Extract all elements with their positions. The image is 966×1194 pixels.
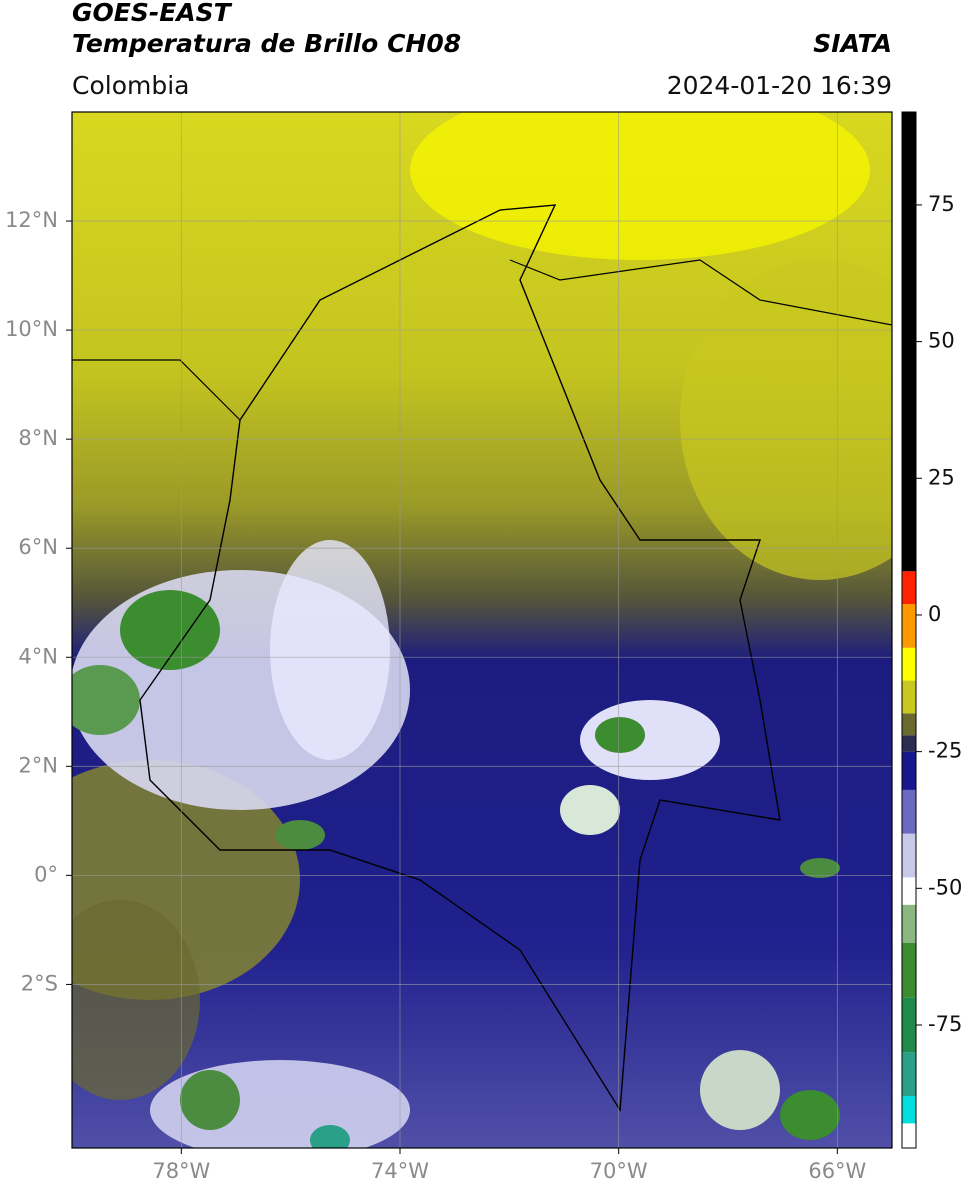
colorbar-tick-label: -75	[928, 1012, 962, 1036]
colorbar-segment	[902, 571, 916, 605]
coastline	[509, 259, 892, 326]
y-tick-label: 6°N	[18, 535, 58, 559]
colorbar-tick-label: 75	[928, 192, 955, 216]
colorbar-segment	[902, 942, 916, 998]
cold-cloud	[275, 820, 325, 850]
cold-cloud	[780, 1090, 840, 1140]
x-tick-label: 78°W	[152, 1159, 210, 1183]
y-tick-label: 4°N	[18, 644, 58, 668]
colorbar-segment	[902, 877, 916, 905]
coastline	[72, 359, 241, 421]
colorbar-segment	[902, 1096, 916, 1124]
colorbar-segment	[902, 680, 916, 714]
imagery-region	[72, 900, 200, 1100]
colorbar-segment	[902, 647, 916, 681]
cold-cloud	[310, 1125, 350, 1148]
y-tick-label: 8°N	[18, 426, 58, 450]
y-tick-label: 2°S	[21, 971, 58, 995]
colorbar-segment	[902, 751, 916, 790]
y-tick-label: 0°	[34, 862, 58, 886]
cold-cloud	[180, 1070, 240, 1130]
cold-cloud	[800, 858, 840, 878]
y-tick-label: 12°N	[5, 208, 58, 232]
colorbar-segment	[902, 713, 916, 736]
colorbar-segment	[902, 112, 916, 572]
colorbar-tick-label: 0	[928, 602, 941, 626]
cloud	[270, 540, 390, 760]
colorbar-segment	[902, 904, 916, 943]
satellite-title: GOES-EAST	[72, 0, 233, 27]
imagery-region	[410, 112, 870, 260]
colorbar-segment	[902, 1052, 916, 1097]
satellite-imagery	[72, 112, 892, 1148]
country-border	[139, 204, 781, 1113]
cold-cloud	[120, 590, 220, 670]
source: SIATA	[813, 29, 892, 58]
cloud	[560, 785, 620, 835]
colorbar-frame	[901, 111, 917, 1149]
colorbar-segment	[902, 789, 916, 834]
cloud	[700, 1050, 780, 1130]
cold-cloud	[595, 717, 645, 753]
cold-cloud	[72, 665, 140, 735]
grid	[72, 112, 892, 1148]
colorbar-segment	[902, 833, 916, 878]
y-tick-label: 2°N	[18, 753, 58, 777]
x-tick-label: 70°W	[590, 1159, 648, 1183]
y-tick-label: 10°N	[5, 317, 58, 341]
region: Colombia	[72, 71, 189, 100]
x-tick-label: 74°W	[371, 1159, 429, 1183]
map-frame	[71, 111, 893, 1149]
colorbar-segment	[902, 735, 916, 752]
colorbar-segment	[902, 604, 916, 648]
colorbar-segment	[902, 1123, 916, 1148]
colorbar-tick-label: -50	[928, 875, 962, 899]
colorbar-tick-label: 25	[928, 465, 955, 489]
colorbar-tick-label: -25	[928, 739, 962, 763]
colorbar-segment	[902, 997, 916, 1053]
product-title: Temperatura de Brillo CH08	[72, 29, 461, 58]
x-tick-label: 66°W	[808, 1159, 866, 1183]
datetime: 2024-01-20 16:39	[667, 71, 892, 100]
imagery-region	[680, 260, 892, 580]
colorbar-tick-label: 50	[928, 329, 955, 353]
